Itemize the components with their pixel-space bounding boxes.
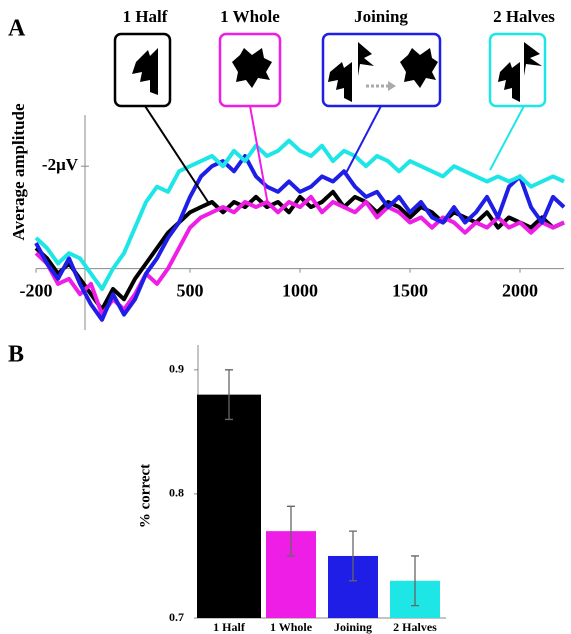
x-tick-label: 1000 (282, 281, 318, 301)
legend-connector (344, 105, 382, 176)
x-tick-label: -200 (20, 281, 53, 301)
y-tick-label: -2μV (42, 155, 79, 174)
legend-label: 2 Halves (493, 7, 555, 26)
x-tick-label: 2 Halves (393, 620, 437, 634)
y-tick-label: 0.8 (169, 486, 184, 500)
x-tick-label: 1 Whole (270, 620, 313, 634)
y-axis-label: Average amplitude (9, 103, 28, 241)
error-bar (349, 530, 357, 582)
y-axis-label: % correct (137, 464, 153, 528)
y-tick-label: 0.9 (169, 362, 184, 376)
x-tick-label: 1500 (392, 281, 428, 301)
y-tick-label: 0.7 (169, 610, 184, 624)
x-tick-label: Joining (334, 620, 372, 634)
x-tick-label: 1 Half (213, 620, 246, 634)
legend-label: 1 Whole (220, 7, 280, 26)
x-tick-label: 500 (177, 281, 204, 301)
line-series (34, 154, 566, 322)
panel-label: A (8, 16, 26, 42)
legend-connector (249, 105, 269, 206)
legend-label: 1 Half (123, 7, 168, 26)
error-bar (411, 555, 419, 607)
line-series (34, 138, 565, 291)
inset-icons (132, 42, 542, 102)
error-bar (287, 505, 295, 557)
line-series (34, 194, 565, 317)
legend-label: Joining (354, 7, 408, 26)
legend-connector (489, 105, 525, 171)
bar (197, 394, 261, 618)
panel-label: B (8, 342, 24, 368)
x-tick-label: 2000 (502, 281, 538, 301)
legend-connector (144, 105, 211, 206)
error-bar (225, 369, 233, 421)
